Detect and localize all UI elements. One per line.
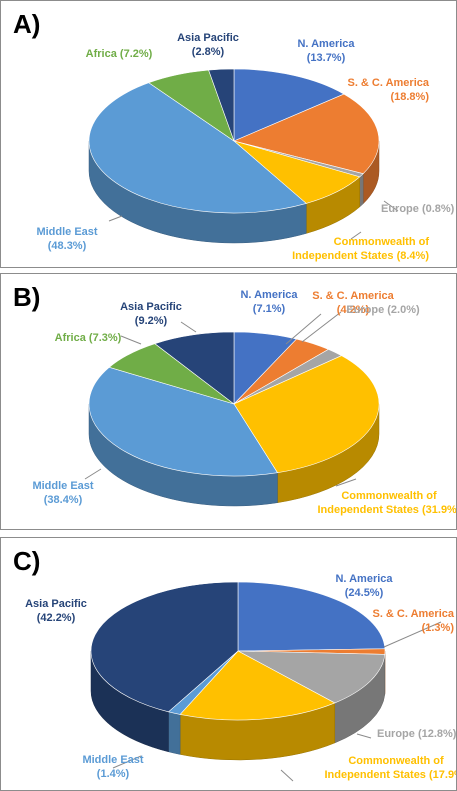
pie-side-middle-east bbox=[168, 711, 181, 755]
data-label-middle-east: Middle East (1.4%) bbox=[82, 754, 143, 780]
panel-c: C) N. America (24.5%) S. & C. America (1.3%… bbox=[0, 537, 457, 791]
panel-label: B) bbox=[13, 282, 41, 312]
leader-line bbox=[335, 478, 357, 487]
leader-line bbox=[120, 335, 142, 345]
pie-side-europe bbox=[359, 173, 364, 208]
data-label-asia-pacific: Asia Pacific (42.2%) bbox=[25, 598, 87, 624]
data-label-n-america: N. America (13.7%) bbox=[297, 38, 355, 64]
data-label-europe: Europe (12.8%) bbox=[377, 728, 457, 740]
pie-slice-commonwealth-of-independent-states bbox=[179, 650, 336, 721]
leader-lines bbox=[84, 311, 357, 487]
leader-line bbox=[356, 733, 372, 739]
pie-slice-n-america bbox=[237, 581, 386, 652]
leader-line bbox=[350, 231, 362, 240]
data-label-s-c-america: S. & C. America (1.3%) bbox=[372, 608, 454, 634]
panel-label: C) bbox=[13, 546, 41, 576]
pie-chart-a: N. America (13.7%) S. & C. America (18.8%) E… bbox=[36, 32, 455, 262]
pie-chart-c: N. America (24.5%) S. & C. America (1.3%) Eu… bbox=[25, 573, 457, 782]
data-label-s-c-america: S. & C. America (18.8%) bbox=[347, 77, 429, 103]
data-label-europe: Europe (0.8%) bbox=[381, 203, 455, 215]
pie-top-group bbox=[88, 331, 380, 477]
leader-line bbox=[301, 311, 342, 343]
data-label-n-america: N. America (7.1%) bbox=[240, 289, 298, 315]
leader-line bbox=[280, 769, 294, 782]
data-label-commonwealth-of-independent-states: Commonwealth of Independent States (8.4%) bbox=[292, 236, 429, 262]
pie-side-group bbox=[90, 650, 386, 761]
leader-line bbox=[285, 313, 322, 345]
pie-slice-middle-east bbox=[88, 82, 307, 214]
data-label-asia-pacific: Asia Pacific (9.2%) bbox=[120, 301, 182, 327]
pie-chart-b: N. America (7.1%) S. & C. America (4.2%)Eur… bbox=[32, 289, 457, 516]
data-label-middle-east: Middle East (48.3%) bbox=[36, 226, 97, 252]
leader-line bbox=[180, 321, 197, 333]
data-label-commonwealth-of-independent-states: Commonwealth of Independent States (17.9%… bbox=[324, 755, 457, 781]
leader-lines bbox=[108, 200, 399, 240]
leader-line bbox=[383, 200, 399, 212]
pie-slice-asia-pacific bbox=[154, 331, 235, 405]
pie-slice-s-c-america bbox=[233, 93, 380, 175]
pie-slice-middle-east bbox=[88, 366, 278, 477]
pie-slice-n-america bbox=[233, 68, 345, 142]
data-label-s-c-america: S. & C. America (4.2%) bbox=[312, 290, 394, 316]
pie-slice-asia-pacific bbox=[90, 581, 239, 713]
leader-line bbox=[108, 215, 123, 222]
leader-line bbox=[383, 621, 442, 648]
data-label-commonwealth-of-independent-states: Commonwealth of Independent States (31.9%… bbox=[317, 490, 457, 516]
leader-line bbox=[84, 468, 102, 480]
data-label-africa: Africa (7.3%) bbox=[55, 332, 122, 344]
pie-top-group bbox=[88, 68, 380, 214]
data-label-africa: Africa (7.2%) bbox=[86, 48, 153, 60]
panel-a: A) N. America (13.7%) S. & C. America (18.8… bbox=[0, 0, 457, 268]
data-label-n-america: N. America (24.5%) bbox=[335, 573, 393, 599]
pie-slice-europe bbox=[237, 650, 386, 704]
data-label-asia-pacific: Asia Pacific (2.8%) bbox=[177, 32, 239, 58]
pie-slice-commonwealth-of-independent-states bbox=[233, 355, 380, 474]
panel-b: B) N. America (7.1%) S. & C. America (4.2%)… bbox=[0, 273, 457, 530]
panel-label: A) bbox=[13, 9, 41, 39]
pie-slice-asia-pacific bbox=[208, 68, 235, 142]
pie-top-group bbox=[90, 581, 386, 721]
leader-line bbox=[112, 755, 142, 769]
data-label-middle-east: Middle East (38.4%) bbox=[32, 480, 93, 506]
data-label-europe: Europe (2.0%) bbox=[346, 304, 420, 316]
leader-lines bbox=[112, 621, 442, 782]
